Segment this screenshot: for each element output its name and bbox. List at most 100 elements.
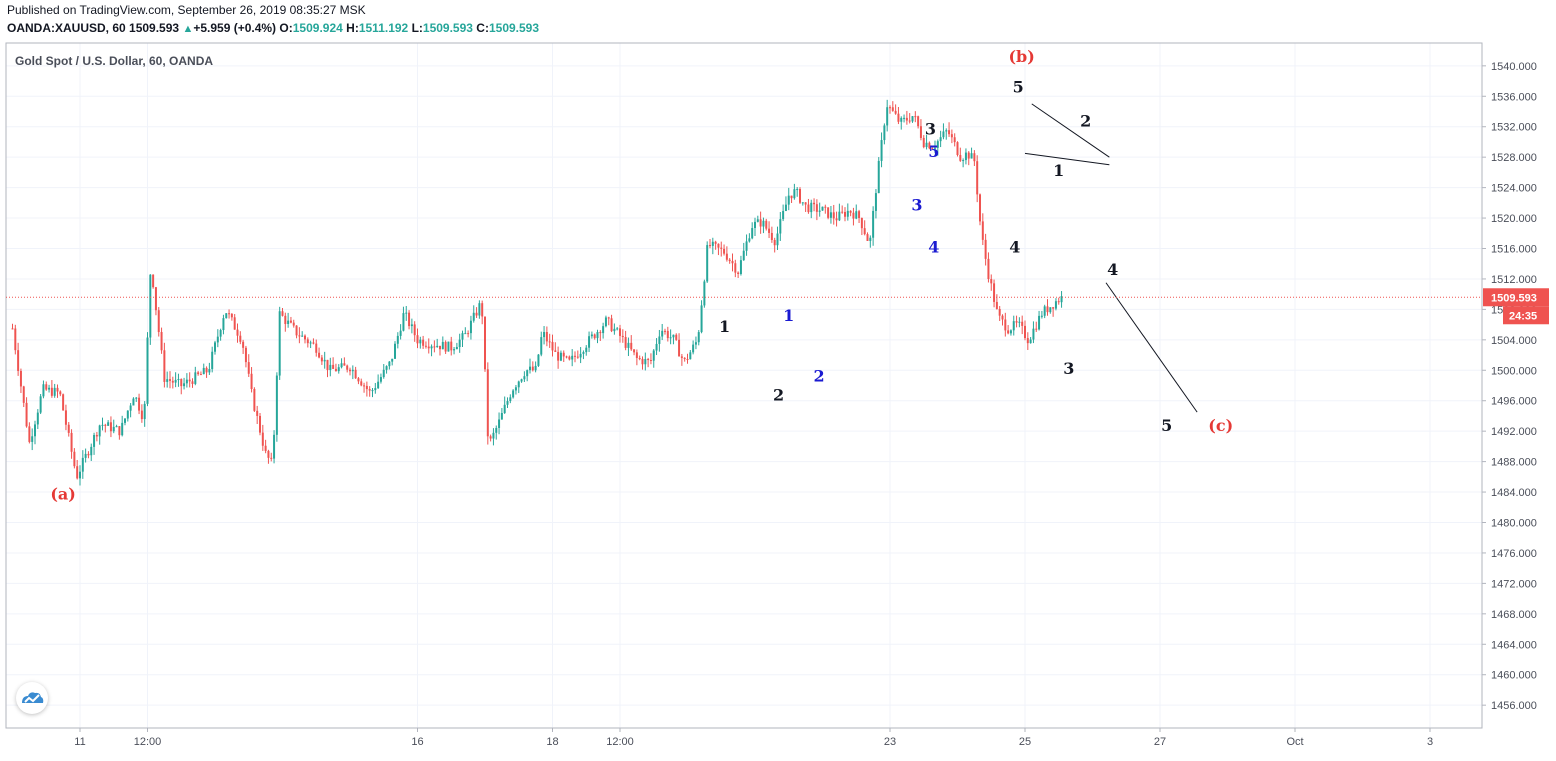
chart-title: Gold Spot / U.S. Dollar, 60, OANDA [15,54,213,68]
candle-body [79,471,81,479]
candle-body [672,334,675,338]
candle-body [214,342,216,352]
candle-body [661,330,664,337]
wave-label: 2 [773,386,784,405]
candle-body [874,193,877,211]
candle-body [979,194,981,222]
wave-label: 5 [928,142,939,161]
candle-body [177,379,180,381]
candle-body [644,359,647,365]
candle-body [444,341,447,352]
price-tick-label: 1480.000 [1491,518,1537,530]
wave-label: (c) [1208,416,1233,435]
tradingview-cloud-icon[interactable] [16,682,48,714]
candle-body [185,379,188,384]
candle-body [140,410,143,420]
candle-body [922,137,925,148]
candle-body [39,396,42,413]
wave-label: 1 [1053,161,1064,180]
candle-body [360,381,363,386]
price-tick-label: 1512.000 [1491,274,1537,286]
candle-body [422,339,425,346]
wave-label: (a) [50,485,76,504]
candle-body [332,364,335,369]
candle-body [121,422,124,436]
candle-body [813,202,816,205]
candle-body [759,219,762,227]
candle-body [1021,321,1024,326]
candle-body [931,148,934,150]
candle-body [28,426,31,442]
candle-body [340,363,343,368]
trend-line [1024,152,1110,166]
candle-body [934,147,936,149]
candle-body [770,232,773,240]
candle-body [700,305,703,333]
candle-body [506,401,509,405]
last-price-marker: 1509.593 24:35 [6,288,1549,325]
candle-body [846,210,849,217]
price-tick-label: 1528.000 [1491,152,1537,164]
candle-body [273,434,276,459]
candle-body [225,313,228,319]
candle-body [872,210,875,238]
candle-body [967,152,970,159]
candle-body [737,272,740,274]
candle-body [748,238,751,242]
candle-body [447,341,450,352]
candle-body [962,160,965,162]
time-tick-label: 23 [884,736,896,748]
candle-body [565,356,568,358]
candle-body [219,330,222,337]
candle-body [318,352,321,358]
candle-body [118,426,121,436]
candle-body [520,379,523,382]
candle-body [329,364,332,371]
plot-frame [5,42,1483,729]
price-tick-label: 1532.000 [1491,122,1537,134]
candle-body [481,303,484,317]
candle-body [81,457,84,472]
candle-body [492,432,495,439]
candle-body [194,372,197,384]
candle-body [405,312,408,314]
symbol-ohlc-bar: OANDA:XAUUSD, 60 1509.593 ▲+5.959 (+0.4%… [7,21,539,35]
price-tick-label: 1504.000 [1491,335,1537,347]
candle-body [424,345,427,347]
low-label: L: [411,21,423,35]
candle-body [236,329,239,336]
candle-body [93,434,96,447]
candle-body [197,372,200,375]
price-tick-label: 1472.000 [1491,578,1537,590]
candle-body [413,324,416,336]
candle-body [545,332,548,342]
candle-body [568,356,571,360]
open-value: 1509.924 [292,21,343,35]
price-tick-label: 1484.000 [1491,487,1537,499]
last-price-tag-label: 1509.593 [1491,292,1537,304]
candle-body [627,342,630,348]
time-tick-label: 11 [74,736,85,748]
candle-body [278,311,281,376]
candle-body [284,315,287,324]
candle-body [349,369,351,372]
candle-body [678,339,681,357]
candle-body [472,312,475,321]
candle-body [697,332,700,343]
candle-body [762,220,765,227]
candle-body [1035,328,1038,330]
candle-body [731,261,734,264]
candle-body [453,349,456,351]
candle-body [675,334,678,340]
candle-body [365,385,368,390]
wave-label: 5 [1161,416,1172,435]
candle-body [25,402,28,427]
candle-body [891,107,894,111]
candle-body [855,211,858,219]
candle-body [858,211,861,219]
countdown-tag-label: 24:35 [1509,310,1537,322]
candle-body [166,379,169,382]
candle-body [610,318,613,332]
candle-body [244,347,247,363]
